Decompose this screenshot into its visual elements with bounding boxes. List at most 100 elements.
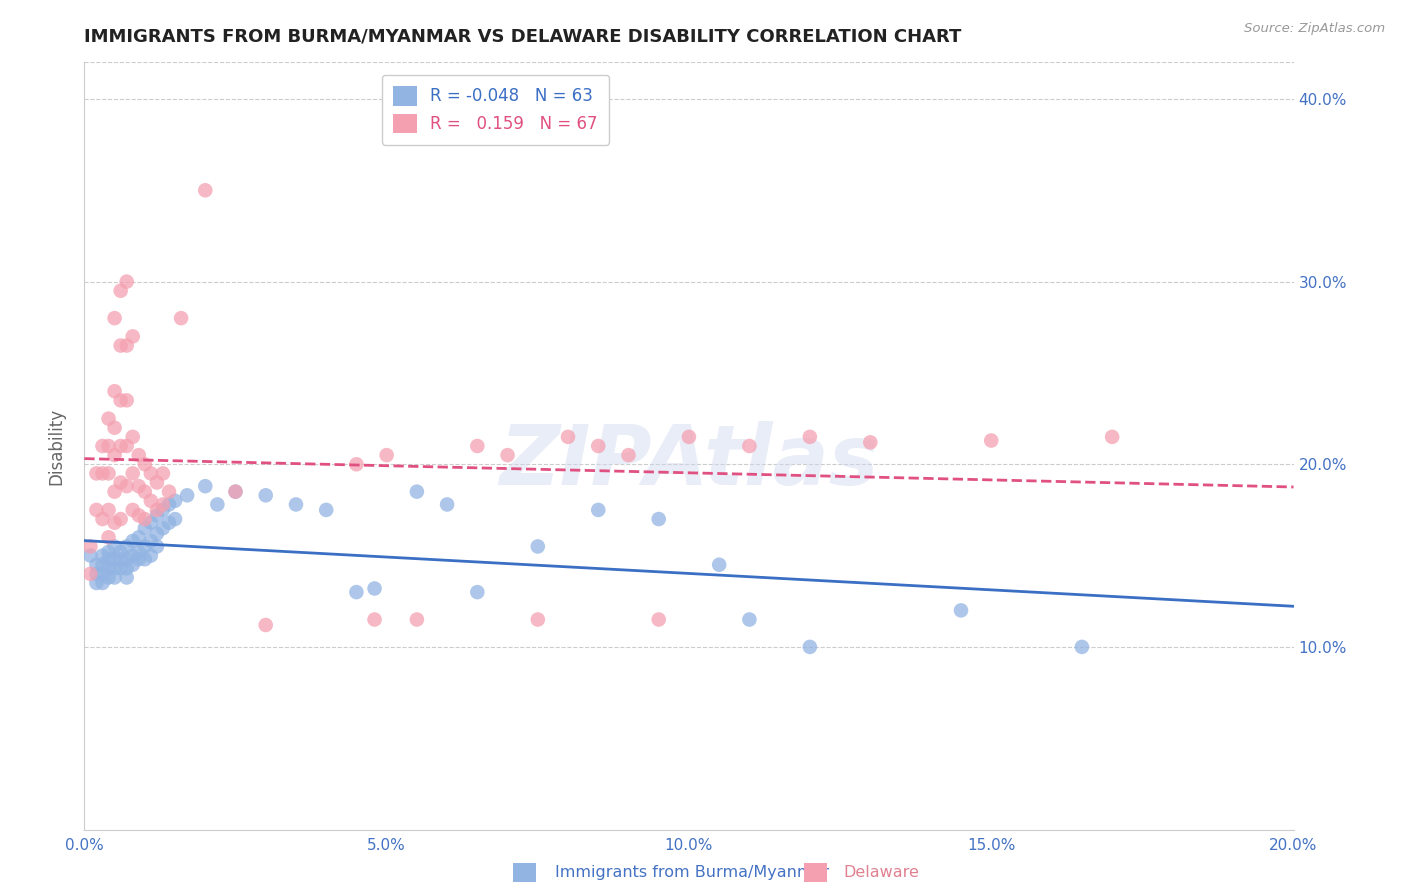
Point xyxy=(134,552,156,566)
Point xyxy=(363,582,385,596)
Point xyxy=(170,311,193,326)
Point xyxy=(97,530,120,544)
Point xyxy=(86,558,108,572)
Point xyxy=(86,566,108,581)
Point xyxy=(110,338,132,352)
Point xyxy=(104,484,127,499)
Point xyxy=(128,530,150,544)
Point xyxy=(678,430,700,444)
Point xyxy=(115,561,138,575)
Point xyxy=(115,275,138,289)
Point xyxy=(97,467,120,481)
Point xyxy=(467,439,489,453)
Point xyxy=(134,521,156,535)
Point xyxy=(157,484,180,499)
Point xyxy=(104,311,127,326)
Point xyxy=(225,484,247,499)
Point xyxy=(139,493,162,508)
Point xyxy=(128,508,150,523)
Point xyxy=(121,329,143,343)
Point xyxy=(121,503,143,517)
Point xyxy=(436,498,458,512)
Point xyxy=(139,533,162,548)
Point xyxy=(91,566,114,581)
Text: ZIPAtlas: ZIPAtlas xyxy=(499,421,879,502)
Point xyxy=(346,457,368,471)
Point xyxy=(91,439,114,453)
Point xyxy=(115,393,138,408)
Point xyxy=(139,549,162,563)
Point xyxy=(121,549,143,563)
Point xyxy=(104,448,127,462)
Point xyxy=(110,512,132,526)
Point xyxy=(86,503,108,517)
Point xyxy=(176,488,198,502)
Point xyxy=(128,448,150,462)
Point xyxy=(115,540,138,554)
Point xyxy=(527,613,550,627)
Point xyxy=(128,545,150,559)
Text: Delaware: Delaware xyxy=(844,865,920,880)
Point xyxy=(648,512,671,526)
Point xyxy=(121,430,143,444)
Point xyxy=(79,549,101,563)
Point xyxy=(146,526,169,541)
Point xyxy=(97,439,120,453)
Point xyxy=(254,618,277,632)
Point xyxy=(617,448,640,462)
Point xyxy=(115,552,138,566)
Point xyxy=(104,540,127,554)
Point xyxy=(110,393,132,408)
Point xyxy=(146,508,169,523)
Point xyxy=(128,479,150,493)
Point xyxy=(157,516,180,530)
Legend: R = -0.048   N = 63, R =   0.159   N = 67: R = -0.048 N = 63, R = 0.159 N = 67 xyxy=(381,75,609,145)
Point xyxy=(97,570,120,584)
Point xyxy=(950,603,973,617)
Point xyxy=(104,384,127,399)
Point xyxy=(104,561,127,575)
Point xyxy=(165,512,187,526)
Point xyxy=(194,183,217,197)
Point xyxy=(110,545,132,559)
Point xyxy=(128,552,150,566)
Point xyxy=(194,479,217,493)
Point xyxy=(121,558,143,572)
Point xyxy=(115,439,138,453)
Point xyxy=(79,540,101,554)
Text: IMMIGRANTS FROM BURMA/MYANMAR VS DELAWARE DISABILITY CORRELATION CHART: IMMIGRANTS FROM BURMA/MYANMAR VS DELAWAR… xyxy=(84,28,962,45)
Point xyxy=(104,552,127,566)
Point xyxy=(375,448,398,462)
Point xyxy=(152,521,174,535)
Point xyxy=(86,467,108,481)
Point xyxy=(467,585,489,599)
Point xyxy=(254,488,277,502)
Point xyxy=(97,411,120,425)
Point xyxy=(91,512,114,526)
Text: Immigrants from Burma/Myanmar: Immigrants from Burma/Myanmar xyxy=(555,865,830,880)
Point xyxy=(157,498,180,512)
Point xyxy=(527,540,550,554)
Point xyxy=(146,503,169,517)
Point xyxy=(146,475,169,490)
Point xyxy=(709,558,731,572)
Point xyxy=(91,467,114,481)
Point xyxy=(97,552,120,566)
Point xyxy=(121,533,143,548)
Point xyxy=(134,540,156,554)
Point xyxy=(91,549,114,563)
Y-axis label: Disability: Disability xyxy=(46,408,65,484)
Point xyxy=(648,613,671,627)
Point xyxy=(86,576,108,591)
Point xyxy=(110,439,132,453)
Point xyxy=(207,498,229,512)
Point xyxy=(104,516,127,530)
Point xyxy=(97,561,120,575)
Point xyxy=(980,434,1002,448)
Point xyxy=(104,570,127,584)
Point xyxy=(91,576,114,591)
Point xyxy=(152,467,174,481)
Point xyxy=(97,503,120,517)
Text: Source: ZipAtlas.com: Source: ZipAtlas.com xyxy=(1244,22,1385,36)
Point xyxy=(588,503,610,517)
